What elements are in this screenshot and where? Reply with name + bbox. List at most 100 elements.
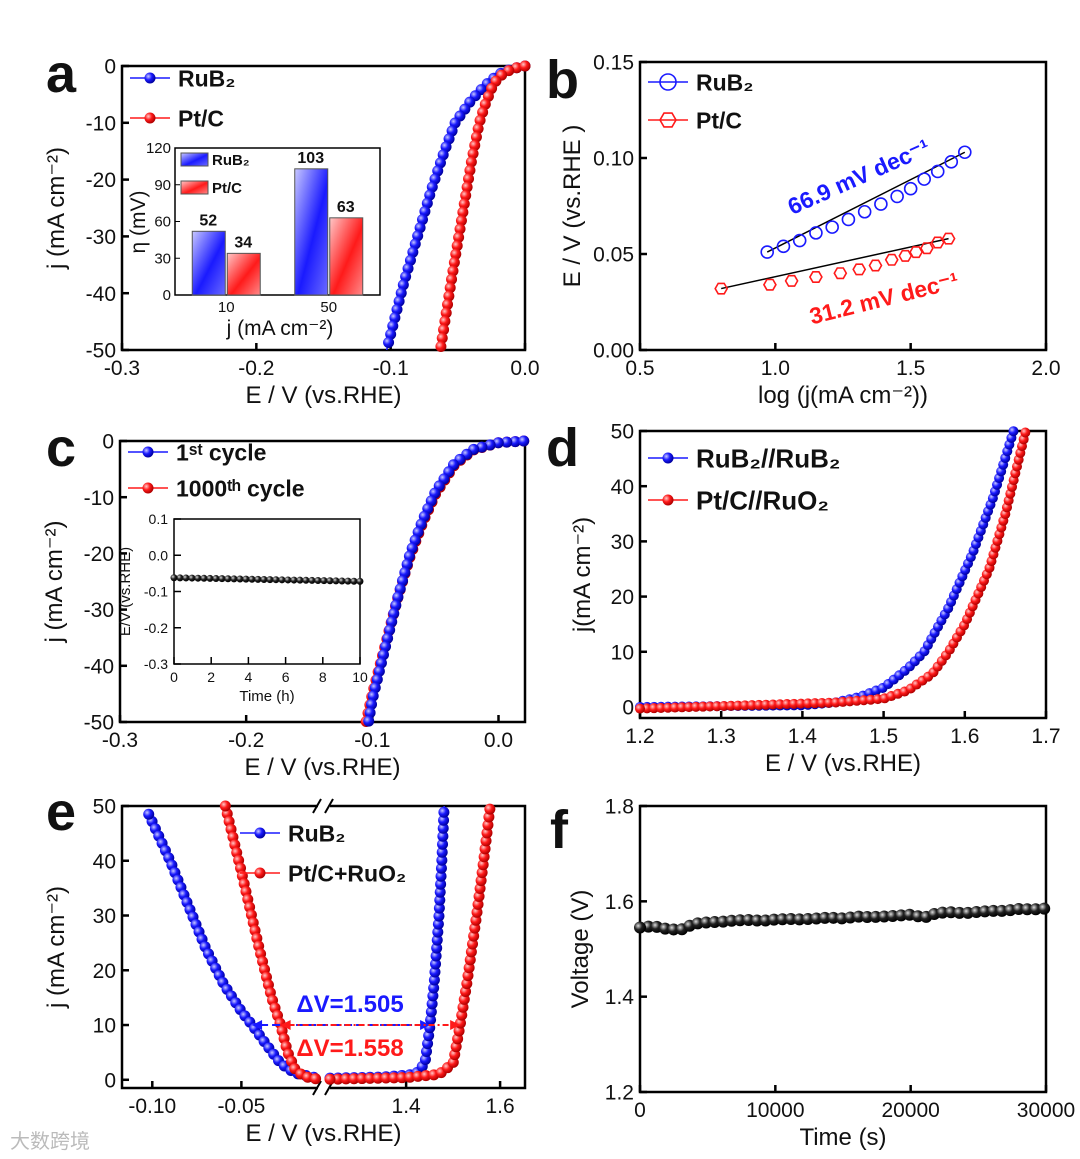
- panel-c-inset-stability-data-point: [182, 574, 190, 582]
- panel-d-y-tick-label: 10: [611, 641, 634, 664]
- panel-c-inset-stability-data-point: [332, 577, 340, 585]
- panel-e-rub2-oer-data-point: [437, 822, 449, 834]
- panel-e-y-tick-label: 20: [93, 960, 116, 983]
- panel-e-rub2-oer-data-point: [426, 998, 438, 1010]
- panel-e-rub2-oer-data-point: [436, 854, 448, 866]
- panel-a-x-tick-label: -0.1: [373, 357, 409, 380]
- panel-a-inset-value-label: 52: [199, 212, 217, 229]
- panel-a-rub2-series-line: [385, 65, 526, 351]
- panel-f-voltage-data-point: [776, 913, 789, 926]
- panel-c-inset-stability-data-point: [242, 575, 250, 583]
- panel-c-inset-stability-data-point: [254, 575, 262, 583]
- panel-d-ptc-ruo2-data-point: [690, 701, 701, 712]
- panel-c-inset-stability-data-point: [314, 577, 322, 585]
- panel-c-inset-x-tick-label: 6: [282, 669, 290, 685]
- panel-c-inset-stability-data-point: [170, 574, 178, 582]
- panel-a-ptc-data-point: [461, 181, 473, 193]
- panel-c-inset-stability-data-point: [320, 577, 328, 585]
- panel-b-ptc-data-point: [868, 259, 883, 272]
- panel-b-x-tick-label: 0.5: [625, 357, 654, 380]
- panel-f-voltage-data-point: [978, 905, 991, 918]
- panel-a-inset-bar: [191, 230, 226, 296]
- panel-a-ptc-legend-data-point: [144, 112, 156, 124]
- panel-d-ptc-ruo2-data-point: [641, 703, 652, 714]
- panel-c-cycle-1-legend-label: 1ˢᵗ cycle: [176, 439, 266, 465]
- panel-d-x-tick-label: 1.3: [707, 725, 736, 748]
- panel-d-y-tick-label: 50: [611, 421, 634, 444]
- panel-d-x-axis-label: E / V (vs.RHE): [765, 750, 921, 777]
- panel-e-rub2-oer-data-point: [428, 982, 440, 994]
- panel-f-voltage-data-point: [667, 923, 680, 936]
- panel-c-cycle-1000-legend-label: 1000ᵗʰ cycle: [176, 475, 305, 501]
- panel-e-rub2-oer-data-point: [437, 838, 449, 850]
- panel-e-rub2-oer-data-point: [438, 814, 450, 826]
- panel-a-ptc-data-point: [519, 60, 531, 72]
- panel-b-ptc-data-point: [930, 236, 945, 249]
- panel-d-ptc-ruo2-data-point: [746, 700, 757, 711]
- panel-c-cycle-1-data-point: [377, 649, 389, 661]
- panel-b-rub2-data-point: [841, 212, 856, 227]
- panel-d-ptc-ruo2-data-point: [795, 698, 806, 709]
- panel-a-ptc-data-point: [458, 198, 470, 210]
- panel-b-rub2-data-point: [809, 226, 823, 240]
- panel-a-rub2-data-point: [391, 304, 403, 316]
- panel-a-ptc-data-point: [451, 240, 463, 252]
- panel-c-inset-x-tick-label: 8: [319, 669, 327, 685]
- panel-a-ptc-legend-label: Pt/C: [178, 105, 224, 131]
- panel-e-rub2-oer-data-point: [435, 862, 447, 874]
- panel-b-y-tick-label: 0.10: [593, 148, 634, 171]
- panel-e-ptc-ruo2-oer-data-point: [404, 1071, 416, 1083]
- panel-c-cycle-1000-legend-data-point: [142, 482, 154, 494]
- panel-e-rub2-oer-data-point: [429, 966, 441, 978]
- panel-d-ptc-ruo2-data-point: [718, 701, 729, 712]
- panel-c-inset-stability-data-point: [218, 575, 226, 583]
- panel-e-rub2-oer-data-point: [431, 942, 443, 954]
- panel-b-x-tick-label: 1.5: [896, 357, 925, 380]
- panel-b-rub2-data-point: [944, 155, 959, 169]
- panel-e-y-tick-label: 30: [93, 905, 116, 928]
- panel-a-ptc-data-point: [435, 340, 447, 352]
- panel-f-voltage-data-point: [793, 913, 806, 926]
- panel-c-x-axis-label: E / V (vs.RHE): [244, 754, 400, 781]
- panel-d-y-tick-label: 0: [622, 697, 634, 720]
- panel-f-plot-frame: [638, 804, 1048, 1094]
- panel-b-rub2-data-point: [930, 164, 945, 179]
- panel-b-rub2-data-point: [903, 181, 918, 196]
- panel-e-rub2-oer-data-point: [437, 830, 449, 842]
- panel-c-y-axis-label: j (mA cm⁻²): [41, 521, 68, 644]
- panel-e-rub2-oer-data-point: [438, 806, 450, 818]
- panel-a-inset-legend-label: Pt/C: [212, 180, 242, 197]
- panel-d-x-tick-label: 1.6: [950, 725, 979, 748]
- panel-b-ptc-data-point: [898, 249, 913, 262]
- panel-d-ptc-ruo2-data-point: [704, 701, 715, 712]
- panel-e-rub2-oer-data-point: [434, 894, 446, 906]
- panel-d-ptc-ruo2-data-point: [781, 699, 792, 710]
- panel-a-inset-value-label: 34: [234, 234, 252, 251]
- panel-e-ptc-ruo2-oer-data-point: [420, 1070, 432, 1082]
- panel-b-ptc-data-point: [808, 270, 823, 284]
- panel-d-rub2-legend-data-point: [662, 452, 674, 464]
- panel-d-ptc-ruo2-data-point: [711, 701, 722, 712]
- panel-c-inset-x-axis-label: Time (h): [239, 688, 294, 705]
- panel-c-x-tick-label: 0.0: [484, 729, 513, 752]
- panel-c-inset-stability-data-point: [224, 575, 232, 583]
- panel-a-y-tick-label: 0: [104, 56, 116, 79]
- panel-c-inset-y-tick-label: -0.1: [144, 584, 168, 600]
- panel-f-voltage-data-point: [987, 904, 1000, 917]
- panel-b-rub2-data-point: [776, 239, 791, 254]
- panel-e-rub2-oer-data-point: [425, 1006, 437, 1018]
- panel-e-axis-break-gap: [318, 803, 330, 809]
- panel-a-inset-y-tick-label: 120: [146, 140, 171, 157]
- panel-e-rub2-oer-data-point: [436, 846, 448, 858]
- panel-d-ptc-ruo2-data-point: [635, 703, 645, 714]
- panel-a-inset-legend-swatch: [180, 152, 209, 167]
- panel-c-inset-stability-data-point: [278, 576, 286, 584]
- panel-c-x-tick-label: -0.3: [102, 729, 138, 752]
- panel-a-inset-y-axis-label: η (mV): [127, 191, 150, 254]
- panel-b-ptc-tafel-slope: 31.2 mV dec⁻¹: [807, 267, 962, 329]
- panel-f-voltage-data-point: [852, 910, 865, 923]
- panel-c-x-tick-label: -0.2: [228, 729, 264, 752]
- panel-f-voltage-data-point: [818, 911, 831, 924]
- panel-d-ptc-ruo2-data-point: [816, 697, 827, 708]
- panel-c-inset-stability-data-point: [284, 576, 292, 584]
